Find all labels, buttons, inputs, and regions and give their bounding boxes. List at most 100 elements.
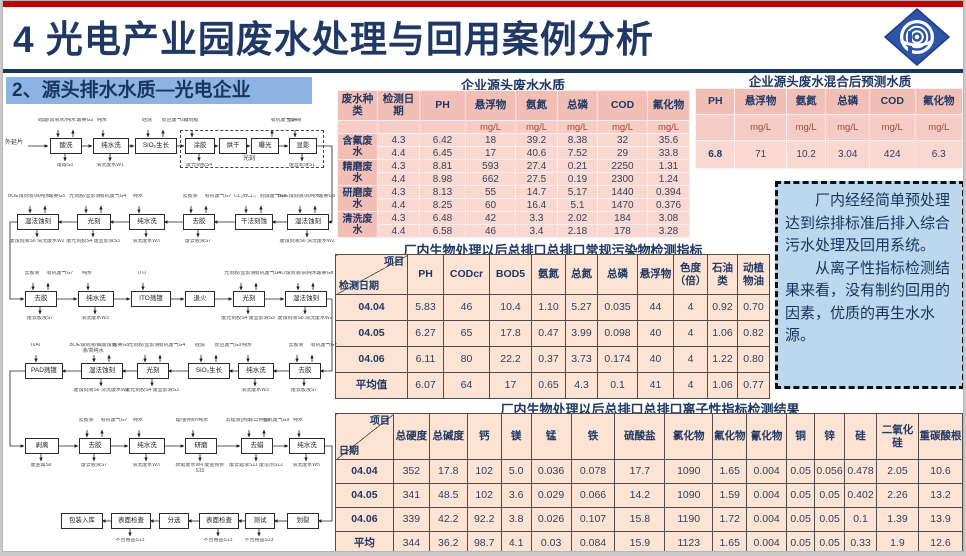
mixed-prediction-table: PH 悬浮物 氨氮 总磷 COD 氟化物 mg/L mg/L mg/L mg/L mg/L 6.8 71… [694, 88, 963, 169]
flow-annotation: 有机废气G7 [46, 271, 74, 276]
t1-unit: mg/L [465, 120, 516, 134]
t2-value: 10.2 [785, 140, 827, 169]
t1-value: 4.4 [377, 146, 420, 160]
data-cell: 92.2 [466, 507, 502, 532]
flow-annotation: 废蚀刻液S6 清洗废水W2 [9, 239, 65, 244]
data-cell: 12.6 [917, 531, 963, 551]
table-regular-pollutants: 项目 检测日期 PH CODcr BOD5 氨氮 总氮 总磷 悬浮物 色度（倍） 石油类 动植物油 04… [335, 254, 770, 399]
col-header: 总磷 [597, 254, 638, 295]
col-header: 悬浮物 [637, 254, 674, 295]
data-cell: 3.8 [500, 507, 532, 532]
t1-header: 废水种类 [337, 90, 378, 121]
data-cell: 0.004 [746, 531, 788, 551]
t1-value: 32 [597, 133, 648, 147]
flow-annotation: 废蚀刻液S8 清洗废水W2 [277, 316, 333, 321]
data-cell: 04.05 [335, 483, 394, 508]
data-cell: 0.1 [844, 507, 878, 532]
data-cell: 04.04 [335, 459, 394, 484]
data-cell: 4 [673, 346, 708, 373]
col-header: 硅 [844, 413, 878, 460]
data-cell: 102 [466, 459, 502, 484]
data-cell: 5.27 [565, 294, 598, 321]
photolith-dashed-group [180, 130, 324, 168]
process-box: 纯水洗 [93, 138, 129, 154]
data-cell: 平均 [335, 531, 394, 551]
data-cell: 42.2 [428, 507, 468, 532]
data-cell: 98.7 [466, 531, 502, 551]
t1-header: 检测日期 [377, 90, 420, 121]
flow-annotation: 酸雾G8 [316, 271, 334, 276]
flow-annotation: 有机废气G4 [99, 194, 127, 199]
flow-annotation: 酸雾G2 [76, 118, 94, 123]
t1-header: COD [597, 90, 648, 121]
col-header: 锰 [530, 413, 572, 460]
flow-annotation: 酸雾G5 [318, 194, 336, 199]
t1-value: 35.6 [647, 133, 690, 147]
data-cell: 46 [443, 294, 490, 321]
data-cell: 0.80 [737, 346, 770, 373]
t1-type: 含氟废水 [337, 133, 378, 160]
process-box: 去胶 [183, 214, 215, 230]
process-box: 表面检查 [111, 513, 151, 529]
t1-value: 14.7 [515, 185, 558, 199]
flow-annotation: 清洗废水W3 [132, 239, 160, 244]
flow-annotation: 纯水 [132, 418, 143, 423]
process-box: 划裂 [287, 513, 319, 529]
t1-unit [419, 120, 466, 134]
flow-annotation: 去胶液 [288, 343, 304, 348]
process-box: 光刻 [137, 363, 169, 379]
flow-annotation: 废显影液S1 [288, 163, 316, 168]
data-cell: 0.05 [786, 531, 816, 551]
col-header: 总氮 [565, 254, 598, 295]
t1-header: 氨氮 [515, 90, 558, 121]
flow-annotation: 废光刻胶S4 废显影液S3 [66, 239, 120, 244]
t1-value: 3.28 [647, 224, 690, 238]
data-cell: 1.65 [712, 531, 748, 551]
data-cell: 0.47 [531, 320, 566, 347]
flow-annotation: 废金属S9 [30, 463, 52, 468]
process-box: 湿法蚀刻 [287, 214, 329, 230]
flow-label: 光刻 [243, 156, 256, 162]
t1-value: 46 [465, 224, 516, 238]
col-header: 总碱度 [428, 413, 468, 460]
process-box: 去胶 [25, 291, 57, 307]
process-box: 测试 [245, 513, 275, 529]
t1-value: 1.31 [647, 159, 690, 173]
t1-value: 4.4 [377, 172, 420, 186]
data-cell: 17.8 [428, 459, 468, 484]
data-cell: 5.0 [500, 459, 532, 484]
table-mixed-prediction: PH 悬浮物 氨氮 总磷 COD 氟化物 mg/L mg/L mg/L mg/L mg/L 6.8 71… [694, 88, 963, 169]
data-cell: 0.05 [786, 459, 816, 484]
flow-annotation: 纯水 [241, 343, 252, 348]
flow-annotation: BOE蚀刻液/高纯水 [278, 194, 320, 199]
t1-value: 4.3 [377, 211, 420, 225]
data-cell: 17.7 [614, 459, 666, 484]
col-header: 钙 [466, 413, 502, 460]
t2-unit: mg/L [825, 114, 870, 141]
col-header: 二氧化硅 [876, 413, 919, 460]
data-cell: 4 [673, 320, 708, 347]
t1-value: 1440 [597, 185, 648, 199]
flow-annotation: 纯水 [96, 118, 107, 123]
flow-annotation: 废去胶液S7 [26, 316, 54, 321]
data-cell: 17.8 [489, 320, 532, 347]
flow-annotation: 废光刻胶S4 [185, 163, 213, 168]
data-cell: 0.107 [570, 507, 616, 532]
process-box: 纯水洗 [289, 438, 325, 454]
t1-value: 4.4 [377, 224, 420, 238]
source-wastewater-table: 废水种类 检测日期 PH 悬浮物 氨氮 总磷 COD 氟化物 mg/L mg/L mg/L mg/L m… [337, 90, 690, 238]
flow-annotation: 硅烷 [194, 343, 205, 348]
process-box: 分选 [159, 513, 189, 529]
t1-unit: mg/L [647, 120, 690, 134]
data-cell: 4.3 [565, 372, 598, 399]
process-box: SiO₂生长 [135, 138, 177, 154]
data-cell: 5.83 [407, 294, 444, 321]
flow-annotation: 去胶液 [78, 418, 94, 423]
flow-annotation: 蜡/金刚砂/纯水 [175, 418, 209, 423]
t1-value: 3.4 [515, 224, 558, 238]
t1-unit: mg/L [557, 120, 598, 134]
t1-value: 1470 [597, 198, 648, 212]
t1-value: 0.394 [647, 185, 690, 199]
process-box: 纯水洗 [129, 438, 165, 454]
t1-value: 184 [597, 211, 648, 225]
